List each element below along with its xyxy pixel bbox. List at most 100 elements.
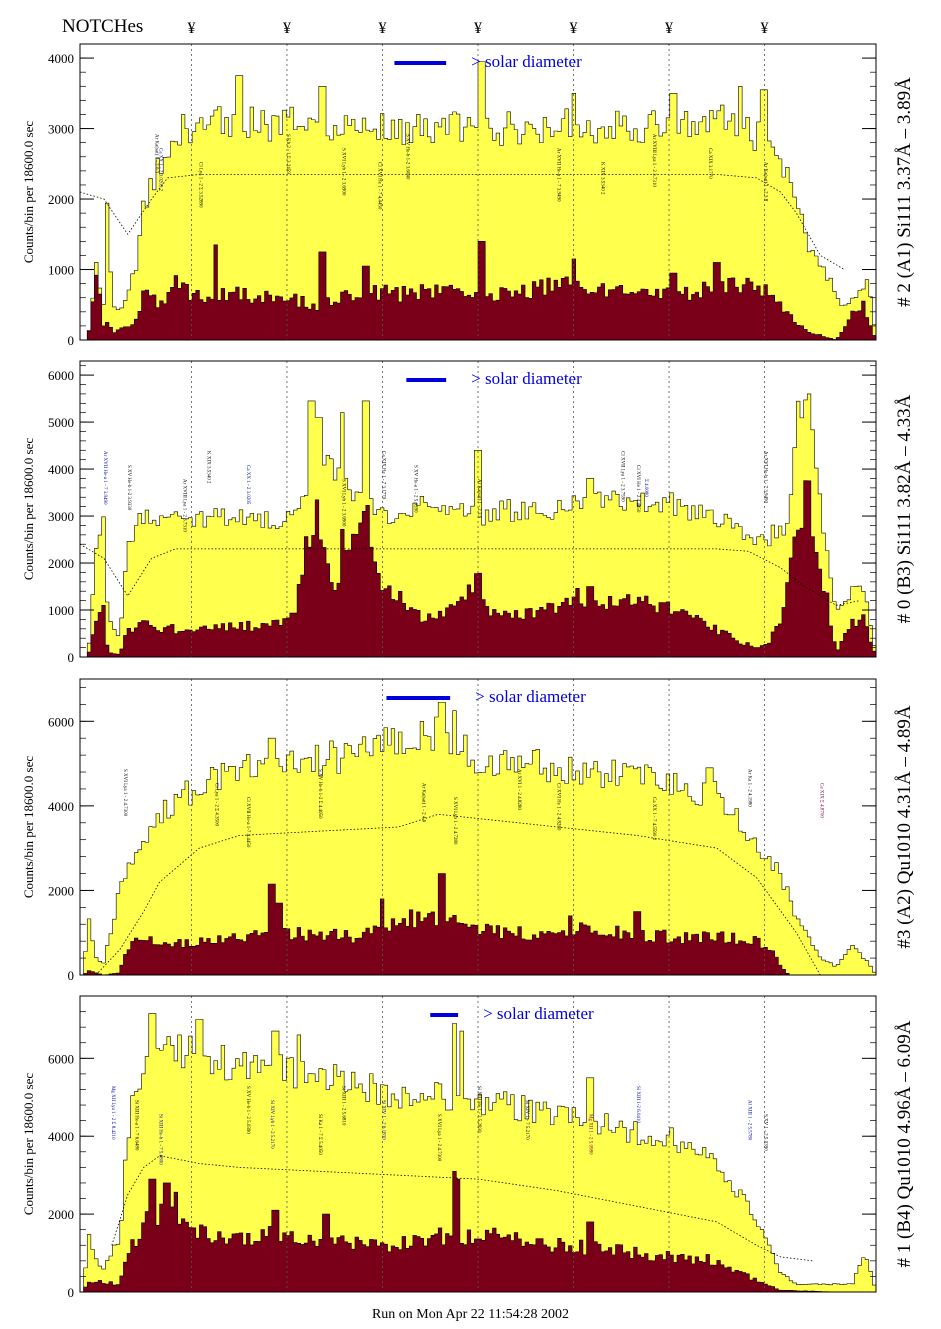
y-tick-label: 2000 [48, 192, 74, 207]
plot-area: S XVI Lya 1 - 2 4.7300 Cl Lya 1 - 2 Σ 4.3… [80, 679, 876, 975]
model-curve [80, 543, 861, 606]
line-label: Mg XII 1 - 2 5.0980 [587, 1114, 592, 1155]
y-tick-label: 1000 [48, 263, 74, 278]
line-label: S XVI Lyb 1 - 2 4.7280 [452, 797, 457, 845]
run-timestamp: Run on Mon Apr 22 11:54:28 2002 [371, 1307, 570, 1322]
channel-label: # 1 (B4) Qu1010 4.96Å – 6.09Å [894, 1020, 915, 1267]
y-tick-label: 4000 [48, 51, 74, 66]
line-label: Ar XVI 1 - 2 4.8280 [516, 769, 521, 810]
line-label: Ar XVIII Lya 1 - 2 3.7310 [181, 479, 186, 532]
line-label: Si XIII He-a 1 - 7 6.6480 [134, 1100, 139, 1151]
line-label: Ar XVII He-a 1 - 7 3.9490 [556, 148, 561, 202]
model-curve [111, 1155, 813, 1262]
channel-label: # 0 (B3) Si111 3.82Å – 4.33Å [894, 394, 915, 623]
panel-1: Ar Ka(sat) 1 - 2 0.3Ca XX 1 - 2 3.0205 2… [21, 43, 915, 348]
notch-marker-4: ¥ [474, 20, 482, 37]
y-tick-label: 3000 [48, 122, 74, 137]
plot-frame [79, 43, 877, 341]
y-axis-label: Counts/bin per 18600.0 sec [21, 756, 36, 898]
line-label: S XV He-b 1 - 2 5.0390 [245, 1086, 250, 1134]
line-label: Ca XIX He 1 - 7 3.1770 [380, 451, 385, 500]
model-curve [80, 173, 845, 270]
notch-marker-1: ¥ [187, 20, 195, 37]
plot-frame [79, 678, 877, 976]
line-label: Ar XVII He-a 1 - 7 3.9490 [102, 451, 107, 505]
notch-marker-6: ¥ [665, 20, 673, 37]
notch-marker-2: ¥ [283, 20, 291, 37]
line-label: Ar Ka(sat) 1 - 2 3.9 [476, 479, 481, 519]
line-label: K XIX 3.5340 2 [599, 162, 604, 195]
line-label: Mg XII Lya 1 - 2 Σ 8.4210 [110, 1086, 115, 1140]
y-tick-label: 6000 [48, 714, 74, 729]
plot-area: Ar Ka(sat) 1 - 2 0.3Ca XX 1 - 2 3.0205 2… [80, 44, 876, 340]
panel-4: Mg XII Lya 1 - 2 Σ 8.4210 Si XIII He-a 1 … [21, 995, 915, 1300]
y-tick-label: 0 [68, 650, 75, 665]
line-label: Cl XVI He 1 - 2 4.4450 [635, 465, 640, 513]
y-tick-label: 0 [68, 968, 75, 983]
line-label: Si XIII He 1 - 2 5.2830 [476, 1086, 481, 1133]
y-tick-label: 2000 [48, 556, 74, 571]
y-tick-label: 0 [68, 1285, 75, 1300]
line-label: Σ 4.0080 [643, 479, 648, 497]
line-label: S XV He-b 1-2 3.6040 [404, 134, 409, 180]
y-tick-label: 6000 [48, 368, 74, 383]
dark-histogram [80, 1170, 876, 1292]
y-tick-label: 5000 [48, 415, 74, 430]
line-label: Ar XVI He-b 1 - 7 3.9490 [763, 451, 768, 504]
line-label: Si XIII 1-2 6.0410 [635, 1086, 640, 1123]
line-label: Ca XX 1 - 7 4.5590 2 [651, 797, 656, 841]
line-label: S XVI Lyb 1 - 2 3.6900 [341, 148, 346, 196]
line-label: S Kb 2 - 1 Σ 3.2459 [285, 134, 290, 174]
line-label: Si XIII He-b 1 - 7 5.6800 [158, 1114, 163, 1165]
solar-diameter-label: > solar diameter [475, 687, 586, 706]
line-label: Ar Ka(sat) 1 - 2 4.6 [420, 783, 425, 823]
solar-diameter-label: > solar diameter [483, 1004, 594, 1023]
line-label: Ar XVIII Lya 1 - 2 3.7310 [651, 134, 656, 187]
y-tick-label: 2000 [48, 883, 74, 898]
line-label: Cl XVI He 1 - 7 4.4450 [377, 162, 382, 210]
dark-histogram [80, 873, 876, 975]
line-label: Cl XVII He-a 1-7 4.4450 [245, 797, 250, 848]
y-tick-label: 4000 [48, 1129, 74, 1144]
line-label: S XV He-b 1-2 3.9330 [126, 465, 131, 511]
line-label: Ca XX 1 - 2 3.0205 [245, 465, 250, 505]
line-label: Cl Lya 1 - 2 Σ 3.52890 [197, 162, 202, 208]
line-label: Si XIV 1 - 2 6.1830 [380, 1100, 385, 1140]
line-label: Cl XVI He 1 - 2 4.8280 [556, 783, 561, 831]
channel-label: #3 (A2) Qu1010 4.31Å – 4.89Å [894, 705, 915, 949]
line-label: Cl XVII Lya 1 - 2 3.7590 [619, 451, 624, 502]
line-label: S XV He-b 1-2 Σ 4.4050 [317, 769, 322, 819]
solar-diameter-label: > solar diameter [471, 52, 582, 71]
line-label: Si Ka 1 - 7 Σ 5.4050 [317, 1114, 322, 1155]
y-tick-label: 4000 [48, 799, 74, 814]
line-label: Ar Ka(sat) 1 - 2 3.8 [763, 162, 768, 202]
dark-histogram [80, 480, 876, 657]
y-tick-label: 3000 [48, 509, 74, 524]
y-tick-label: 4000 [48, 462, 74, 477]
notch-marker-5: ¥ [570, 20, 578, 37]
notches-label: NOTCHes [62, 16, 144, 37]
line-label: Si XIII 1 - 2 5.6810 [341, 1086, 346, 1126]
line-label: Ar Ka(sat) 1 - 2 0.3 [154, 134, 159, 174]
line-label: Si XIV 1 - 7 5.2170 [524, 1100, 529, 1140]
line-label: S XVI Lyb 1 - 2 3.6900 [341, 479, 346, 527]
solar-diameter-label: > solar diameter [471, 369, 582, 388]
panel-3: S XVI Lya 1 - 2 4.7300 Cl Lya 1 - 2 Σ 4.3… [21, 678, 915, 983]
line-label: Cl Lya 1 - 2 Σ 4.3500 [213, 783, 218, 827]
line-label: K XIX 3.5340 2 [205, 451, 210, 484]
y-tick-label: 2000 [48, 1207, 74, 1222]
line-label: S XVI Lya 1 - 2 4.7300 [122, 769, 127, 817]
line-label: Ca XIX 3.1770 [707, 148, 712, 179]
panel-2: Ar XVII He-a 1 - 7 3.9490 S XV He-b 1-2 3… [21, 360, 915, 665]
y-tick-label: 6000 [48, 1051, 74, 1066]
line-label: Al XIII 1 - 2 5.5780 [747, 1100, 752, 1141]
model-curve [95, 813, 821, 975]
y-axis-label: Counts/bin per 18600.0 sec [21, 438, 36, 580]
line-label: Ar Ka 1 - 2 4.1980 [747, 769, 752, 807]
line-label: Si XIV Lyb 1 - 2 5.2170 [269, 1100, 274, 1149]
y-tick-label: 1000 [48, 603, 74, 618]
channel-label: # 2 (A1) Si111 3.37Å – 3.89Å [894, 77, 915, 307]
line-label: S XV 1 - 2 5.0390 [763, 1114, 768, 1151]
line-label: S XV He-a 1 - 2 5.0390 [412, 465, 417, 513]
